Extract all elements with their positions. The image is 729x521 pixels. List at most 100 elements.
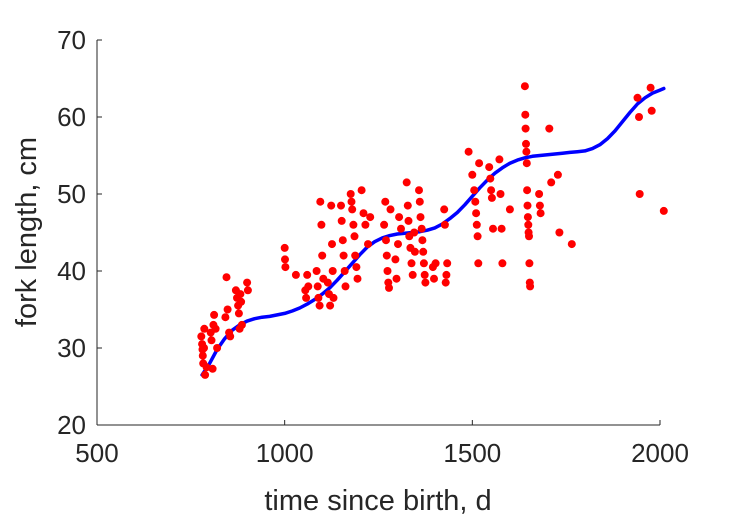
data-point (394, 240, 402, 249)
data-point (198, 351, 207, 360)
data-point (352, 263, 361, 272)
data-point (526, 282, 535, 291)
data-point (341, 282, 350, 291)
data-point (213, 344, 222, 352)
data-point (472, 220, 481, 229)
data-point (486, 174, 495, 183)
data-point (535, 201, 544, 210)
x-tick-label: 500 (75, 438, 118, 468)
data-point (236, 290, 245, 299)
data-point (408, 270, 417, 279)
data-point (431, 259, 440, 268)
data-point (392, 274, 401, 283)
data-point (402, 178, 411, 187)
data-point (555, 228, 564, 237)
data-point (382, 251, 391, 260)
data-point (521, 124, 530, 133)
data-point (524, 220, 533, 229)
data-point (440, 220, 449, 229)
data-point (328, 240, 336, 249)
data-point (474, 259, 483, 268)
data-point (327, 201, 336, 210)
y-tick-label: 30 (57, 333, 86, 363)
data-point (475, 159, 484, 168)
data-point (281, 263, 290, 272)
data-point (211, 324, 220, 333)
data-point (403, 201, 412, 210)
data-point (210, 310, 219, 319)
data-point (223, 305, 232, 314)
data-point (647, 106, 656, 115)
data-point (381, 197, 390, 206)
data-point (222, 273, 231, 282)
data-point (523, 186, 532, 195)
data-point (351, 251, 360, 260)
data-point (473, 232, 482, 241)
data-point (646, 83, 655, 92)
y-axis-label: fork length, cm (11, 137, 43, 327)
data-point (364, 240, 372, 249)
data-point (340, 267, 349, 275)
data-point (317, 220, 326, 229)
data-point (521, 110, 530, 119)
data-point (202, 363, 211, 372)
data-point (522, 159, 531, 168)
data-point (201, 370, 210, 379)
data-point (404, 216, 413, 225)
x-ticks: 500 1000 1500 2000 (75, 420, 689, 468)
data-point (303, 270, 312, 279)
data-point (234, 309, 243, 318)
data-point (349, 220, 358, 229)
data-point (348, 205, 357, 214)
x-tick-label: 1500 (443, 438, 501, 468)
axes (96, 40, 660, 426)
data-point (291, 270, 300, 279)
data-point (498, 259, 507, 268)
data-point (353, 274, 362, 283)
data-point (421, 278, 430, 287)
data-point (470, 186, 479, 195)
data-point (468, 170, 477, 179)
y-ticks: 20 30 40 50 60 70 (57, 25, 102, 440)
data-point (395, 213, 404, 222)
data-point (315, 301, 324, 310)
data-point (522, 147, 531, 156)
data-point (418, 236, 427, 245)
data-point (495, 155, 504, 164)
data-point (430, 274, 438, 283)
data-point (536, 209, 545, 218)
y-tick-label: 60 (57, 102, 86, 132)
data-point (522, 139, 530, 148)
data-point (525, 259, 534, 268)
data-point (316, 197, 325, 206)
data-point (337, 201, 345, 210)
data-point (523, 201, 532, 210)
data-point (553, 170, 562, 179)
data-point (237, 297, 246, 306)
x-axis-label: time since birth, d (264, 485, 491, 517)
data-point (281, 255, 289, 264)
data-point (237, 320, 246, 329)
data-point (497, 224, 506, 233)
data-point (328, 267, 337, 275)
data-point (338, 236, 347, 245)
series-layer (197, 82, 668, 379)
data-point (440, 205, 449, 214)
data-point (361, 220, 370, 229)
data-point (545, 124, 554, 133)
x-tick-label: 2000 (631, 438, 689, 468)
y-tick-label: 40 (57, 256, 86, 286)
data-point (525, 232, 533, 241)
data-point (489, 224, 497, 233)
data-point (441, 278, 450, 287)
data-point (313, 282, 322, 291)
data-point (520, 82, 529, 91)
data-point (337, 216, 346, 225)
data-point (391, 255, 400, 264)
data-point (443, 259, 452, 268)
data-point (416, 213, 425, 222)
data-point (385, 283, 393, 292)
y-tick-label: 70 (57, 25, 86, 55)
data-point (243, 286, 252, 295)
data-point (505, 205, 514, 214)
